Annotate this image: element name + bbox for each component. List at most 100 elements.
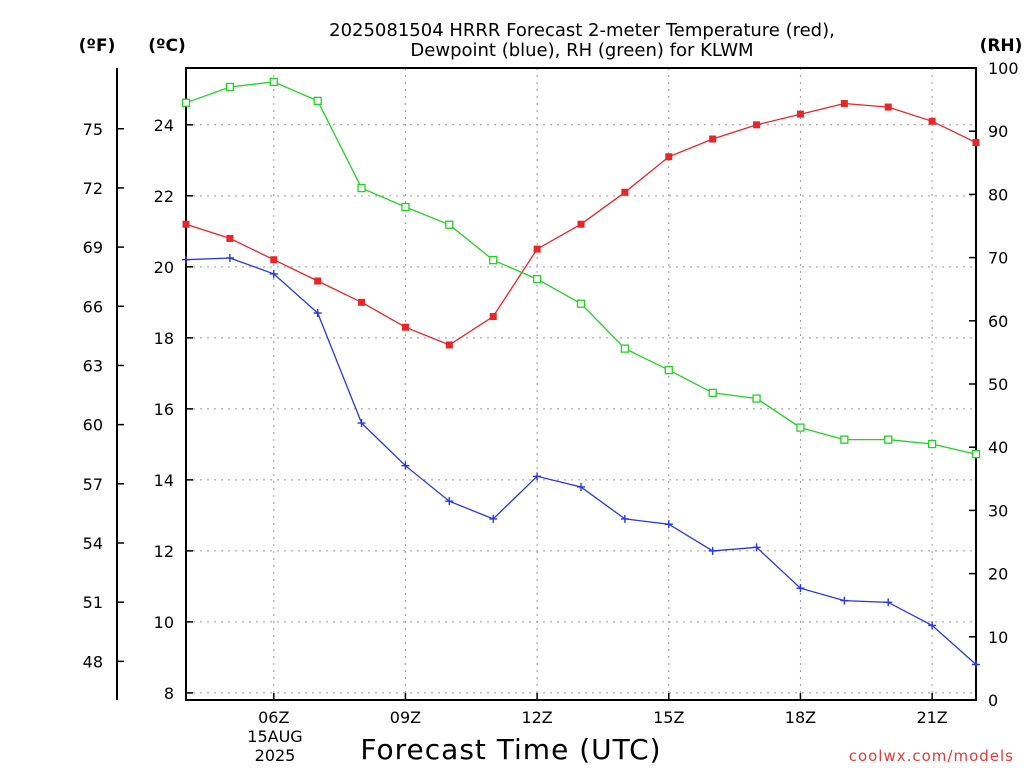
fahrenheit-tick-label: 75 (83, 120, 103, 139)
date-label-line1: 15AUG (247, 727, 302, 746)
chart-title-line2: Dewpoint (blue), RH (green) for KLWM (410, 40, 753, 61)
data-point (927, 439, 937, 449)
x-tick-label: 15Z (653, 708, 684, 727)
data-point (270, 256, 278, 264)
data-point (533, 245, 541, 253)
data-point (796, 423, 805, 432)
x-tick-label: 18Z (785, 708, 816, 727)
rh-tick-label: 10 (988, 628, 1008, 647)
fahrenheit-tick-label: 60 (83, 416, 103, 435)
date-label-line2: 2025 (255, 746, 296, 765)
x-tick-label: 06Z (258, 708, 289, 727)
data-point (840, 435, 849, 444)
fahrenheit-axis-label: (ºF) (79, 36, 116, 56)
rh-tick-label: 0 (988, 691, 998, 710)
fahrenheit-tick-label: 69 (83, 238, 103, 257)
rh-tick-label: 70 (988, 249, 1008, 268)
rh-tick-label: 50 (988, 375, 1008, 394)
data-point (752, 394, 761, 403)
data-point (401, 323, 409, 331)
data-point (884, 598, 893, 607)
data-point (577, 482, 585, 491)
axis-ticks: 06Z 09Z 12Z 15Z 18Z 21Z 8 10 12 14 16 18 20 22 24 48 51 5… (83, 59, 1019, 727)
data-point (182, 255, 190, 264)
data-point (181, 98, 191, 107)
fahrenheit-tick-label: 63 (83, 356, 103, 375)
data-point (357, 419, 366, 428)
data-point (665, 153, 673, 161)
data-point (182, 220, 190, 228)
rh-tick-label: 30 (988, 501, 1008, 520)
data-point (796, 584, 805, 593)
data-point (708, 546, 717, 555)
data-point (445, 341, 453, 349)
data-point (620, 514, 629, 523)
data-point (796, 110, 804, 118)
data-point (928, 621, 937, 630)
series-group (182, 253, 980, 669)
celsius-tick-label: 16 (154, 400, 174, 419)
rh-tick-label: 90 (988, 122, 1008, 141)
data-point (445, 220, 454, 229)
celsius-tick-label: 18 (154, 329, 174, 348)
data-point (445, 497, 454, 506)
chart-title-line1: 2025081504 HRRR Forecast 2-meter Tempera… (329, 20, 835, 41)
rh-tick-label: 40 (988, 438, 1008, 457)
rh-tick-label: 20 (988, 565, 1008, 584)
fahrenheit-tick-label: 54 (83, 534, 103, 553)
fahrenheit-tick-label: 48 (83, 652, 103, 671)
celsius-tick-label: 12 (154, 542, 174, 561)
series-line (185, 81, 977, 455)
data-point (664, 365, 673, 375)
data-point (269, 77, 278, 87)
data-point (269, 269, 278, 278)
watermark: coolwx.com/models (849, 747, 1014, 765)
x-tick-label: 12Z (521, 708, 552, 727)
x-axis-title: Forecast Time (UTC) (360, 733, 661, 766)
data-point (884, 435, 893, 444)
fahrenheit-tick-label: 51 (83, 593, 103, 612)
data-point (972, 660, 980, 669)
celsius-tick-label: 14 (154, 471, 174, 490)
data-point (708, 388, 717, 397)
x-tick-label: 09Z (390, 708, 421, 727)
data-point (401, 202, 410, 212)
data-point (314, 277, 322, 285)
data-point (313, 96, 322, 106)
fahrenheit-tick-label: 57 (83, 475, 103, 494)
series-group (181, 77, 981, 459)
data-point (840, 100, 848, 108)
fahrenheit-tick-label: 72 (83, 179, 103, 198)
grid-lines (186, 68, 976, 700)
data-point (489, 514, 498, 523)
series-group (182, 100, 980, 349)
data-point (972, 139, 980, 147)
data-point (358, 298, 366, 306)
data-point (489, 255, 498, 265)
data-point (928, 117, 936, 125)
data-point (225, 253, 234, 262)
celsius-tick-label: 22 (154, 187, 174, 206)
data-point (532, 274, 542, 284)
data-point (709, 135, 717, 143)
celsius-tick-label: 8 (164, 684, 174, 703)
rh-tick-label: 80 (988, 185, 1008, 204)
data-point (576, 299, 586, 308)
series-line (185, 257, 977, 665)
data-point (753, 121, 761, 129)
data-point (752, 543, 761, 552)
data-point (971, 450, 981, 459)
celsius-tick-label: 20 (154, 258, 174, 277)
data-point (313, 308, 322, 317)
celsius-tick-label: 10 (154, 613, 174, 632)
celsius-axis-label: (ºC) (148, 36, 186, 56)
data-point (225, 82, 235, 92)
data-point (533, 472, 542, 481)
data-series (181, 77, 981, 669)
celsius-tick-label: 24 (154, 116, 174, 135)
data-point (226, 234, 234, 242)
data-point (489, 313, 497, 321)
data-point (357, 183, 366, 193)
data-point (621, 188, 629, 196)
